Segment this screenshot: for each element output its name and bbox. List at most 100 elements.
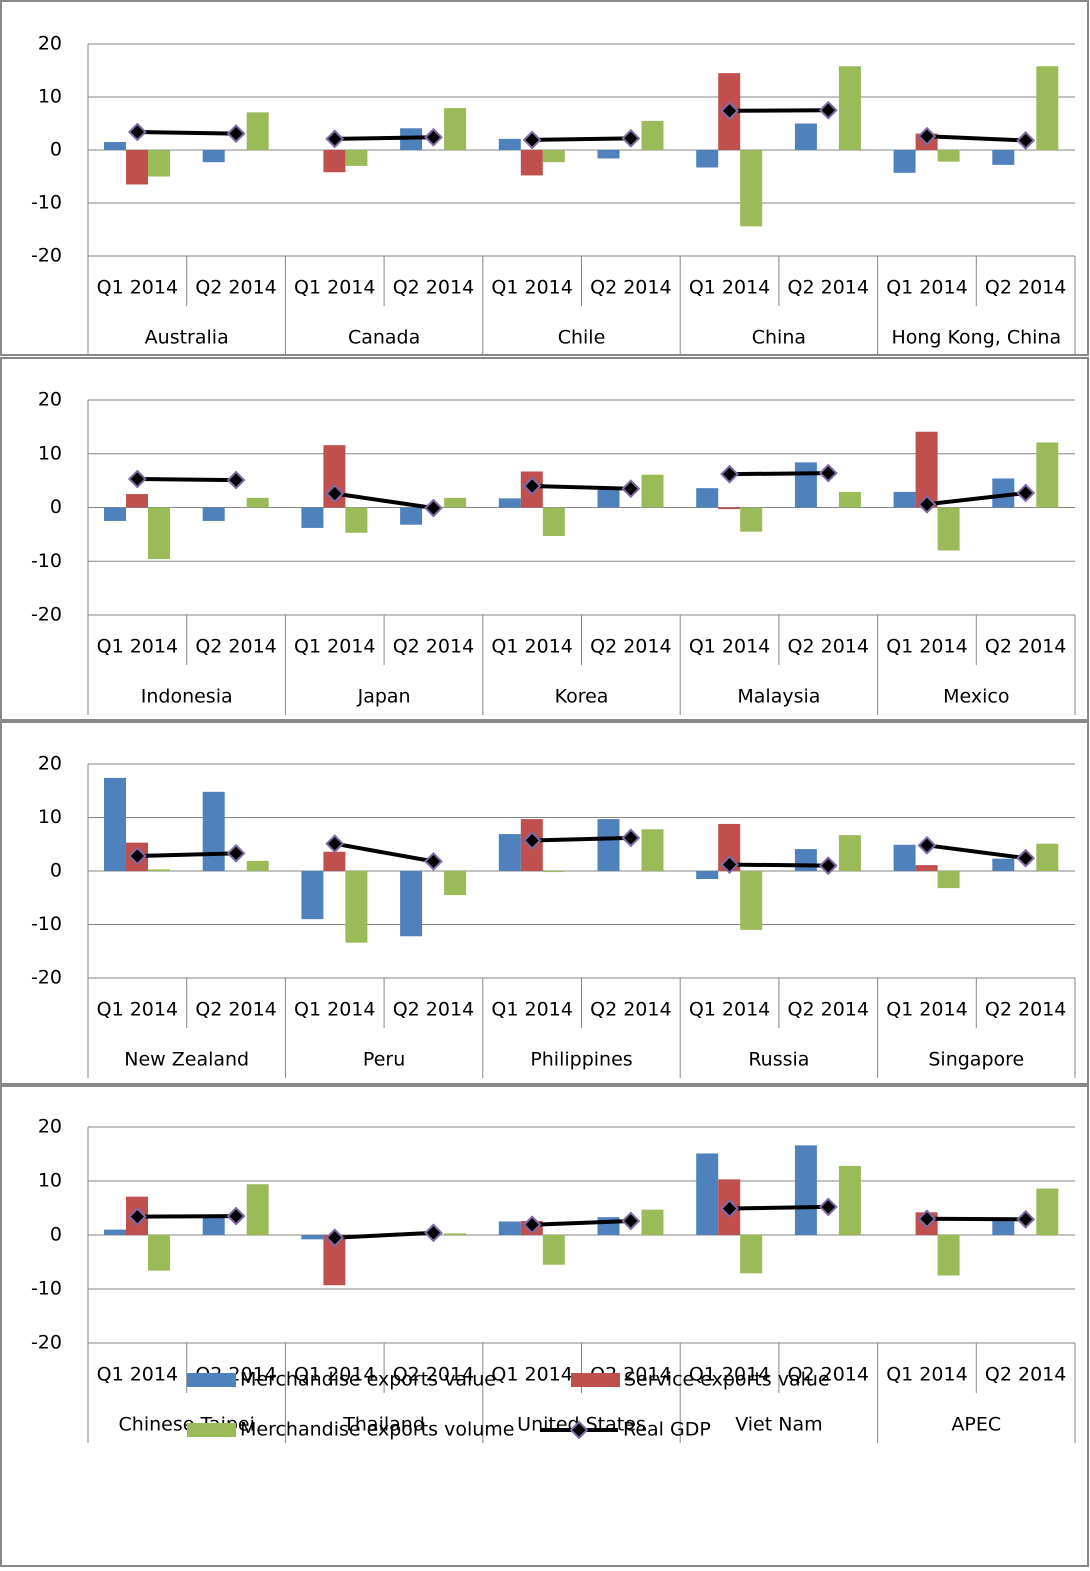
x-tick-label: Q2 2014 (985, 999, 1066, 1021)
x-tick-label: Q2 2014 (788, 277, 869, 299)
line-marker (818, 1197, 838, 1217)
legend-swatch (187, 1373, 236, 1387)
line (729, 108, 829, 113)
x-tick-label: Q2 2014 (393, 1364, 474, 1386)
panel-border (0, 1085, 1089, 1567)
bar (893, 150, 916, 173)
y-tick-label: 10 (38, 442, 62, 464)
bar (104, 507, 126, 521)
bar (1036, 442, 1059, 508)
bar (937, 150, 960, 162)
panel-border (0, 357, 1089, 721)
legend-marker (569, 1420, 589, 1440)
line-marker (621, 479, 641, 499)
bar (893, 491, 916, 508)
line (729, 1204, 829, 1211)
bar (444, 1233, 467, 1235)
line (729, 862, 829, 868)
line (137, 477, 237, 483)
line-marker (226, 1206, 246, 1226)
bar (323, 851, 346, 871)
x-tick-label: Q1 2014 (97, 636, 178, 658)
bar (597, 819, 620, 871)
bar (992, 858, 1015, 871)
line-marker (1016, 848, 1036, 868)
x-tick-label: Q1 2014 (491, 999, 572, 1021)
x-tick-label: Q1 2014 (886, 636, 967, 658)
x-tick-label: Q1 2014 (294, 1364, 375, 1386)
y-tick-label: 20 (38, 33, 62, 55)
bar (104, 777, 126, 871)
group-label: Russia (748, 1049, 809, 1071)
bar (794, 462, 817, 508)
legend-label: Service exports value (624, 1369, 830, 1391)
bar (323, 150, 346, 173)
bar (301, 507, 324, 528)
y-tick-label: -10 (31, 913, 62, 935)
bar (794, 849, 817, 871)
bar (104, 142, 126, 150)
bar (498, 834, 521, 871)
line-marker (424, 1223, 443, 1243)
y-tick-label: 0 (50, 496, 62, 518)
line-marker (1016, 131, 1036, 150)
line (926, 1216, 1026, 1222)
y-tick-label: 10 (38, 806, 62, 828)
bar (246, 860, 269, 871)
group-label: Peru (363, 1049, 405, 1071)
line-marker (522, 1215, 542, 1235)
line (532, 484, 631, 491)
bar (641, 474, 664, 508)
y-tick-label: -20 (31, 604, 62, 626)
line-marker (917, 1209, 937, 1229)
line-marker (917, 835, 937, 855)
bar (696, 871, 719, 880)
x-tick-label: Q1 2014 (97, 277, 178, 299)
y-tick-label: 0 (50, 860, 62, 882)
bar (148, 150, 170, 177)
bar (641, 120, 664, 150)
line-marker (325, 129, 345, 149)
group-label: Australia (145, 327, 229, 349)
line-marker (917, 126, 937, 146)
bar (838, 66, 861, 150)
line-marker (720, 464, 739, 484)
line (532, 835, 631, 843)
bar (301, 1235, 324, 1240)
bar (246, 112, 269, 150)
y-tick-label: 20 (38, 753, 62, 775)
group-label: Philippines (530, 1049, 632, 1071)
line-marker (424, 127, 443, 147)
y-tick-label: -10 (31, 550, 62, 572)
bar (838, 491, 861, 508)
bar (148, 869, 170, 871)
x-tick-label: Q2 2014 (195, 999, 276, 1021)
line (532, 1218, 631, 1227)
y-tick-label: 0 (50, 139, 62, 161)
bar (992, 478, 1015, 508)
bar (301, 871, 324, 920)
x-tick-label: Q1 2014 (886, 999, 967, 1021)
bar (400, 507, 423, 525)
group-label: Indonesia (141, 686, 233, 708)
bar (444, 497, 467, 508)
bar (740, 507, 763, 532)
line (334, 841, 434, 864)
legend-swatch (571, 1373, 620, 1387)
line-marker (917, 494, 937, 514)
line-marker (226, 470, 246, 490)
line-marker (1016, 1209, 1036, 1229)
group-label: New Zealand (124, 1049, 249, 1071)
line (137, 1214, 237, 1219)
group-label: Malaysia (737, 686, 820, 708)
x-tick-label: Q1 2014 (689, 1364, 770, 1386)
bar (794, 1145, 817, 1235)
x-tick-label: Q1 2014 (97, 999, 178, 1021)
bar (696, 488, 719, 508)
x-tick-label: Q2 2014 (788, 1364, 869, 1386)
group-label: China (752, 327, 806, 349)
bar (444, 108, 467, 150)
line-marker (522, 130, 542, 150)
bar (126, 150, 148, 185)
x-tick-label: Q2 2014 (788, 636, 869, 658)
